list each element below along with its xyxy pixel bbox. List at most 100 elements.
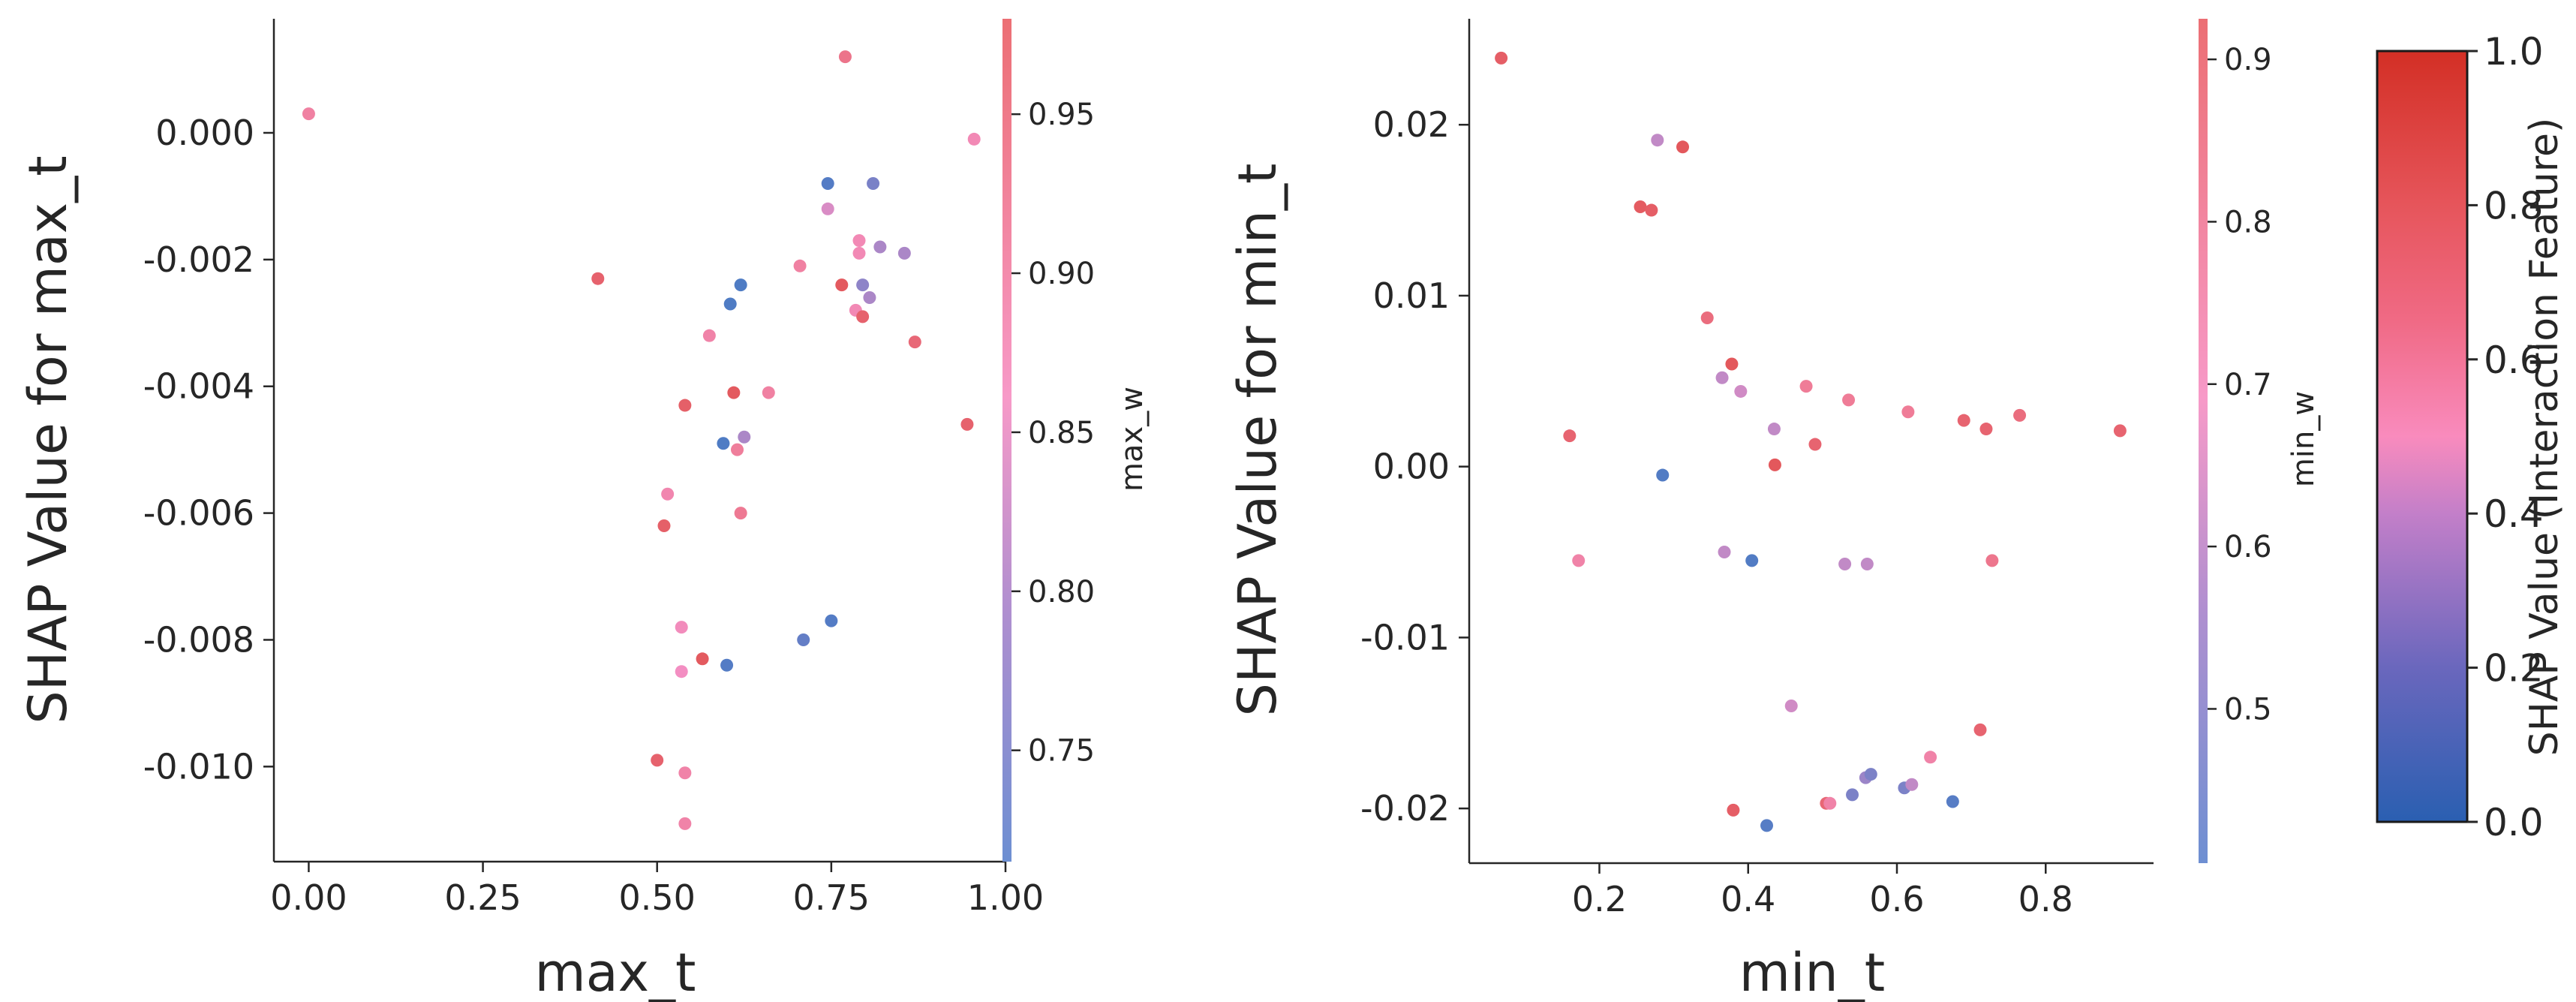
scatter-point bbox=[793, 259, 807, 272]
x-tick-label: 0.2 bbox=[1572, 879, 1627, 919]
x-axis-label: min_t bbox=[1739, 942, 1885, 1002]
colorbar-label: min_w bbox=[2286, 391, 2321, 487]
scatter-point bbox=[825, 614, 838, 627]
interaction-colorbar-label: SHAP Value (Interaction Feature) bbox=[2522, 118, 2567, 757]
interaction-colorbar: 0.0 0.2 0.4 0.6 0.8 1.0 SHAP Value (Interactio… bbox=[2376, 30, 2567, 844]
y-tick-label: 0.01 bbox=[1373, 275, 1450, 316]
scatter-point bbox=[1734, 384, 1748, 398]
colorbar-label: max_w bbox=[1115, 387, 1150, 492]
scatter-point bbox=[908, 336, 921, 349]
scatter-point bbox=[1651, 134, 1664, 147]
x-tick-label: 0.8 bbox=[2018, 879, 2073, 919]
scatter-point bbox=[1725, 357, 1739, 371]
scatter-point bbox=[696, 652, 709, 666]
scatter-point bbox=[1767, 423, 1781, 436]
scatter-point bbox=[302, 107, 315, 121]
scatter-point bbox=[591, 272, 605, 285]
colorbar-tick-label: 0.5 bbox=[2224, 692, 2272, 727]
scatter-point bbox=[727, 386, 741, 399]
colorbar-tick-label: 0.90 bbox=[1028, 257, 1095, 291]
scatter-point bbox=[797, 633, 810, 646]
colorbar-tick-label: 0.80 bbox=[1028, 575, 1095, 609]
scatter-point bbox=[678, 817, 692, 830]
scatter-point bbox=[734, 278, 747, 292]
colorbar-tick-label: 0.95 bbox=[1028, 98, 1095, 132]
scatter-point bbox=[1727, 803, 1740, 817]
x-tick-label: 0.50 bbox=[619, 877, 696, 918]
min-t-dependence-plot: 0.2 0.4 0.6 0.8 0.02 0.01 0.00 -0.01 -0.02 min_t S… bbox=[1227, 19, 2321, 1002]
scatter-point bbox=[678, 766, 692, 780]
scatter-point bbox=[1676, 140, 1690, 154]
y-axis-label: SHAP Value for min_t bbox=[1227, 164, 1288, 717]
scatter-point bbox=[717, 437, 730, 450]
scatter-point bbox=[1799, 380, 1813, 393]
y-tick-label: -0.008 bbox=[143, 619, 254, 660]
scatter-point bbox=[1905, 778, 1919, 791]
scatter-point bbox=[1979, 423, 1993, 436]
scatter-point bbox=[1846, 788, 1859, 802]
scatter-point bbox=[1715, 371, 1729, 384]
scatter-point bbox=[1718, 546, 1731, 559]
scatter-point bbox=[2013, 408, 2027, 422]
x-tick-label: 0.75 bbox=[793, 877, 870, 918]
y-tick-label: -0.002 bbox=[143, 239, 254, 280]
scatter-point bbox=[852, 246, 866, 260]
interaction-colorbar-tick-label: 0.4 bbox=[2484, 492, 2544, 536]
scatter-point bbox=[1823, 796, 1837, 810]
scatter-point bbox=[1784, 699, 1798, 712]
scatter-point bbox=[762, 386, 775, 399]
colorbar-strip bbox=[2199, 19, 2208, 863]
scatter-point bbox=[1563, 429, 1577, 443]
y-tick-label: -0.01 bbox=[1360, 617, 1450, 657]
scatter-point bbox=[960, 417, 974, 431]
scatter-point bbox=[1946, 795, 1959, 808]
scatter-point bbox=[657, 519, 671, 532]
x-tick-label: 0.25 bbox=[444, 877, 521, 918]
scatter-point bbox=[1973, 723, 1987, 736]
colorbar-strip bbox=[1002, 19, 1011, 862]
y-tick-label: -0.004 bbox=[143, 366, 254, 407]
scatter-point bbox=[1860, 557, 1874, 570]
scatter-point bbox=[1656, 468, 1670, 482]
scatter-point bbox=[897, 246, 911, 260]
scatter-point bbox=[1842, 393, 1856, 407]
colorbar-tick-label: 0.85 bbox=[1028, 416, 1095, 450]
scatter-point bbox=[738, 430, 751, 444]
scatter-point bbox=[1808, 438, 1822, 451]
scatter-point bbox=[867, 177, 880, 191]
scatter-point bbox=[1924, 751, 1937, 764]
interaction-colorbar-tick-label: 0.6 bbox=[2484, 339, 2544, 382]
colorbar-tick-label: 0.75 bbox=[1028, 734, 1095, 769]
y-tick-label: 0.000 bbox=[155, 113, 254, 153]
scatter-point bbox=[1760, 819, 1774, 832]
scatter-point bbox=[821, 177, 834, 191]
scatter-point bbox=[734, 507, 747, 520]
scatter-point bbox=[1495, 51, 1508, 65]
scatter-point bbox=[1864, 768, 1877, 781]
y-tick-label: 0.00 bbox=[1373, 447, 1450, 487]
scatter-point bbox=[838, 50, 852, 64]
scatter-point bbox=[856, 278, 870, 292]
y-tick-label: -0.006 bbox=[143, 493, 254, 534]
scatter-point bbox=[967, 132, 981, 146]
scatter-point bbox=[678, 399, 692, 412]
scatter-point bbox=[821, 202, 834, 215]
y-tick-label: -0.010 bbox=[143, 746, 254, 787]
scatter-point bbox=[873, 240, 887, 254]
colorbar-tick-label: 0.8 bbox=[2224, 205, 2272, 239]
scatter-point bbox=[1901, 405, 1915, 419]
scatter-point bbox=[1700, 311, 1714, 325]
interaction-colorbar-tick-label: 0.2 bbox=[2484, 647, 2544, 691]
scatter-point bbox=[1645, 203, 1658, 217]
scatter-point bbox=[835, 278, 849, 292]
scatter-point bbox=[731, 443, 744, 456]
scatter-point bbox=[2113, 424, 2127, 438]
colorbar-tick-label: 0.7 bbox=[2224, 368, 2272, 402]
y-tick-label: 0.02 bbox=[1373, 104, 1450, 145]
scatter-point bbox=[720, 658, 734, 672]
scatter-point bbox=[1572, 554, 1586, 567]
scatter-point bbox=[1985, 554, 1999, 567]
scatter-point bbox=[1634, 200, 1647, 214]
y-axis-label: SHAP Value for max_t bbox=[17, 155, 79, 724]
